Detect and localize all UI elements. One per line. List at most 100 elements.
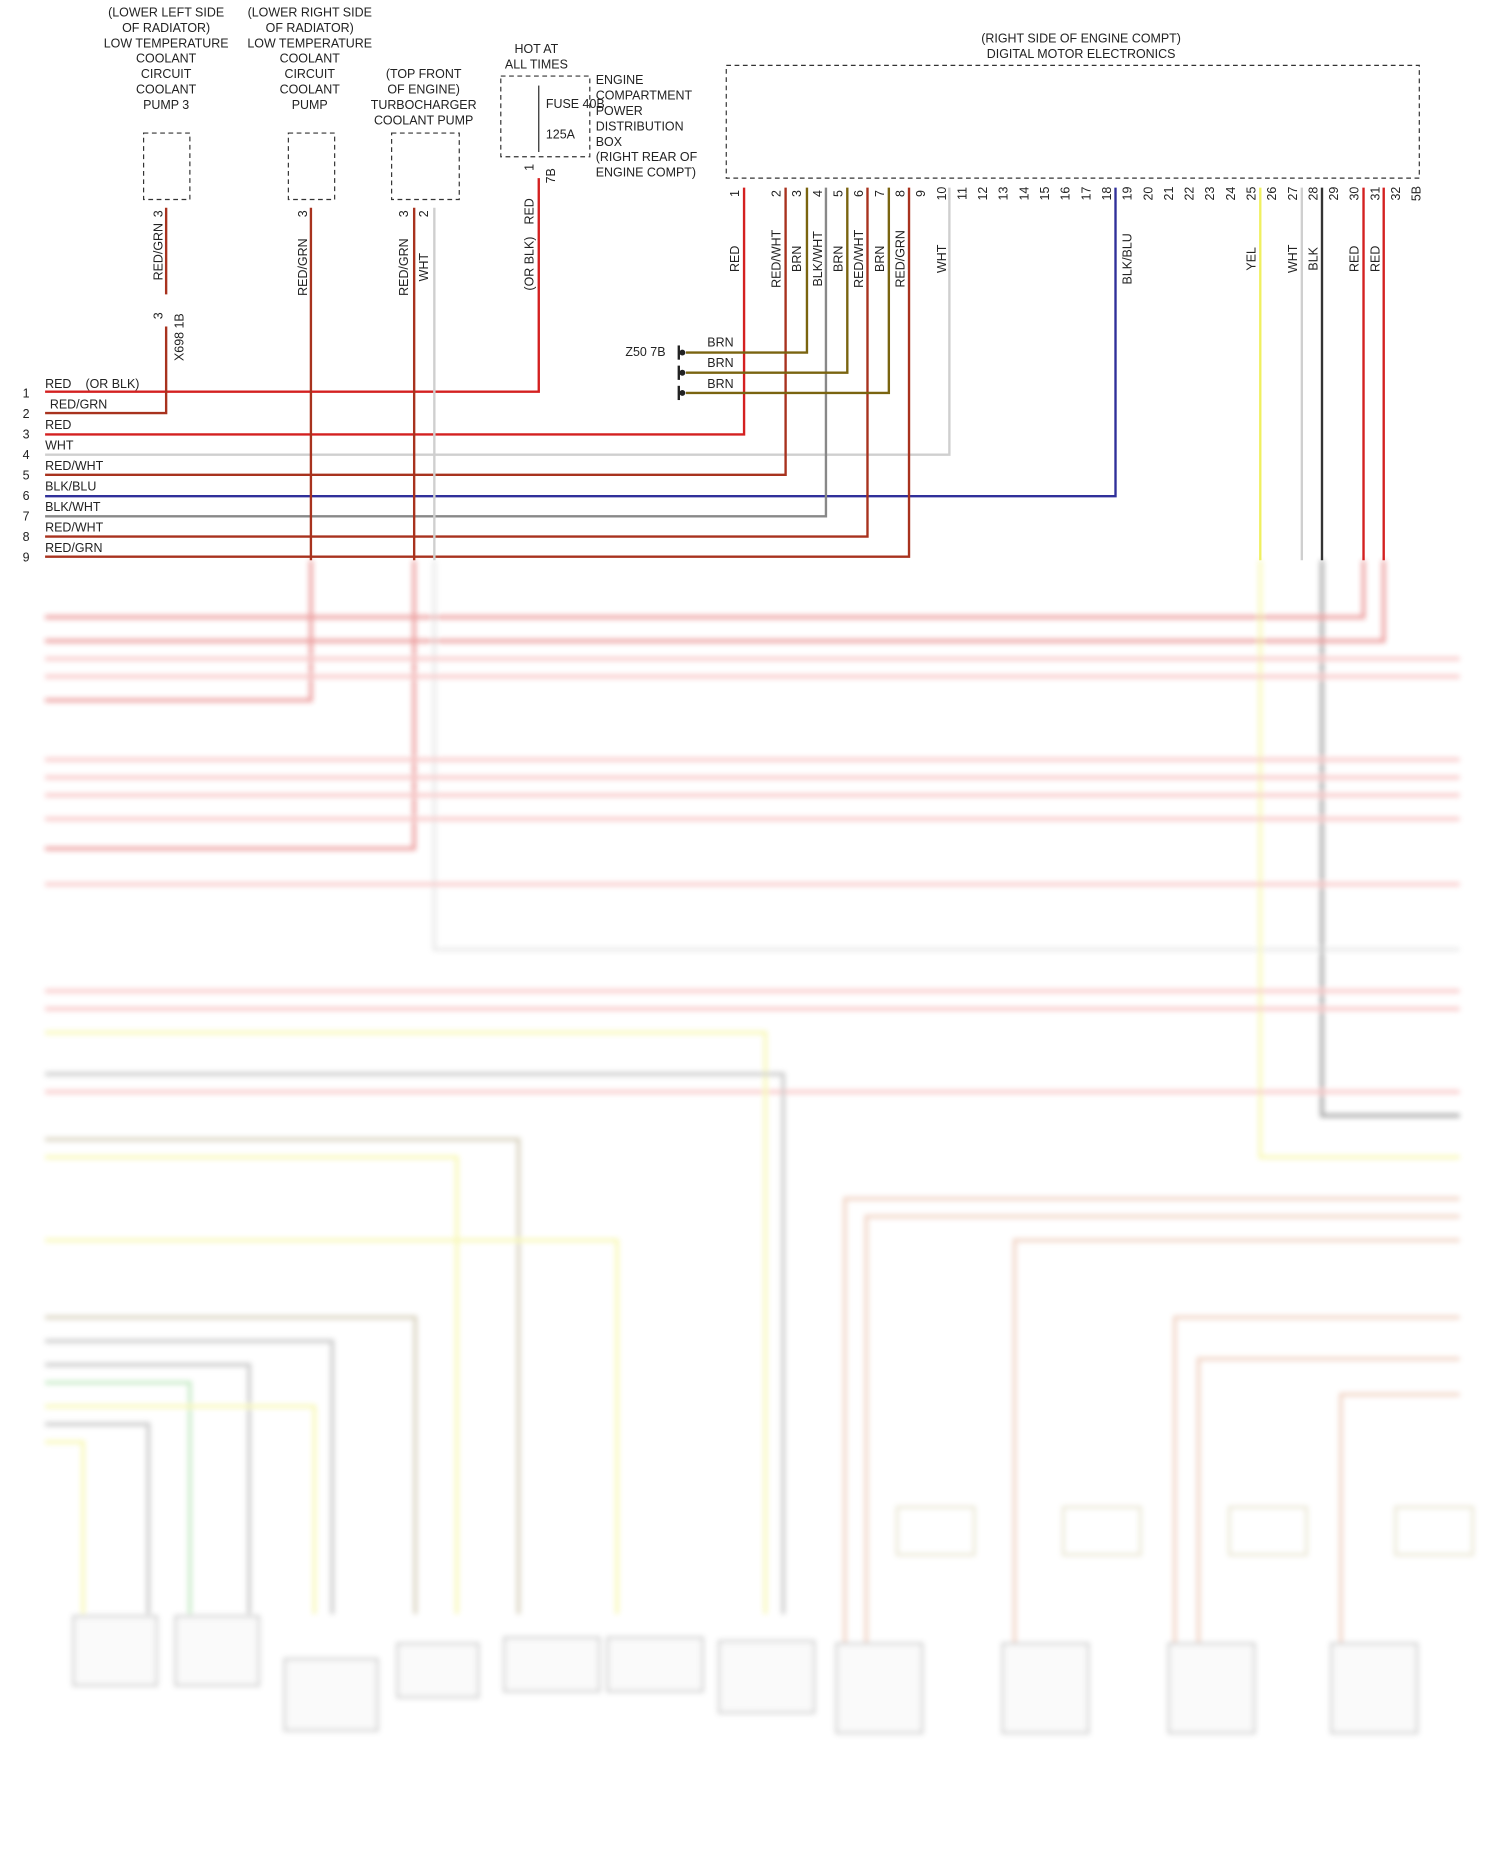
blurred-coil xyxy=(1394,1506,1474,1556)
blurred-coil xyxy=(1062,1506,1142,1556)
blurred-wire xyxy=(864,1214,1460,1650)
row-number: 7 xyxy=(23,510,30,524)
component-label: (TOP FRONT xyxy=(386,67,462,81)
blurred-wire xyxy=(1173,1315,1460,1650)
blurred-wire xyxy=(45,1440,85,1615)
component-label: POWER xyxy=(596,104,643,118)
pin-number: 18 xyxy=(1100,187,1114,201)
wire xyxy=(45,187,746,436)
pin-number: 14 xyxy=(1017,187,1031,201)
wire-label: BLK xyxy=(1306,246,1320,270)
pin-number: 24 xyxy=(1224,187,1238,201)
blurred-component xyxy=(717,1640,816,1714)
dme-box xyxy=(725,64,1420,179)
wire-label: RED xyxy=(523,198,537,224)
blurred-wire xyxy=(45,1380,192,1615)
component-label: PUMP 3 xyxy=(143,98,189,112)
pin-number: 4 xyxy=(811,190,825,197)
pin-number: 2 xyxy=(417,210,431,217)
component-label: (RIGHT REAR OF xyxy=(596,150,698,164)
row-number: 4 xyxy=(23,448,30,462)
blurred-wire xyxy=(45,1404,317,1615)
connector-label: X698 1B xyxy=(173,313,187,361)
component-label: DISTRIBUTION xyxy=(596,119,684,133)
pin-number: 7 xyxy=(873,190,887,197)
blurred-component xyxy=(835,1642,924,1734)
blurred-component xyxy=(1167,1642,1256,1734)
pin-number: 3 xyxy=(790,190,804,197)
ground-dot xyxy=(679,349,686,356)
component-label: (LOWER RIGHT SIDE xyxy=(248,5,372,19)
component-label: OF RADIATOR) xyxy=(266,21,354,35)
pin-number: 16 xyxy=(1059,187,1073,201)
pin-number: 11 xyxy=(955,187,969,200)
blurred-wire xyxy=(45,1155,459,1615)
wire xyxy=(45,187,911,558)
wire-label: RED xyxy=(1348,246,1362,272)
blurred-wire xyxy=(45,560,313,703)
component-label: COMPARTMENT xyxy=(596,89,693,103)
pin-number: 26 xyxy=(1265,187,1279,201)
blurred-wire xyxy=(45,1238,619,1615)
wire-label: WHT xyxy=(45,439,74,453)
component-label: LOW TEMPERATURE xyxy=(104,36,229,50)
blurred-component xyxy=(174,1615,260,1687)
pin-number: 3 xyxy=(397,210,411,217)
component-label: COOLANT xyxy=(280,83,341,97)
blurred-coil xyxy=(1228,1506,1308,1556)
wire xyxy=(685,187,809,354)
pin-number: 12 xyxy=(976,187,990,201)
wire-label: RED/GRN xyxy=(397,238,411,295)
wire-label: WHT xyxy=(935,244,949,273)
connector-label: 7B xyxy=(544,168,558,183)
wire-label: RED/GRN xyxy=(50,397,107,411)
pin-number: 31 xyxy=(1368,187,1382,201)
wire-label: BRN xyxy=(790,246,804,272)
wire-label: RED/GRN xyxy=(45,541,102,555)
component-label: ENGINE COMPT) xyxy=(596,166,696,180)
blurred-region xyxy=(45,560,1474,1734)
wire-label: RED/WHT xyxy=(770,229,784,287)
wire xyxy=(45,187,951,456)
pin-number: 3 xyxy=(151,312,165,319)
pin-number: 19 xyxy=(1121,187,1135,201)
blurred-wire xyxy=(45,1339,335,1615)
ground-dot xyxy=(679,369,686,376)
wire-label: RED xyxy=(1368,246,1382,272)
component-label: CIRCUIT xyxy=(141,67,192,81)
wire-label: RED/GRN xyxy=(893,230,907,287)
wire-label: BRN xyxy=(832,246,846,272)
wire xyxy=(45,187,787,476)
pin-number: 1 xyxy=(523,164,537,171)
wire-label: (OR BLK) xyxy=(85,377,139,391)
blurred-wire xyxy=(1320,560,1460,1118)
wire xyxy=(45,326,168,415)
ground-dot xyxy=(679,389,686,396)
wire-label: RED xyxy=(728,246,742,272)
row-number: 5 xyxy=(23,469,30,483)
wire-label: BLK/BLU xyxy=(45,480,96,494)
blurred-wire xyxy=(1196,1357,1460,1650)
row-number: 3 xyxy=(23,427,30,441)
component-label: OF ENGINE) xyxy=(387,83,460,97)
blurred-component xyxy=(1330,1642,1419,1734)
row-number: 8 xyxy=(23,530,30,544)
pin-number: 17 xyxy=(1079,187,1093,201)
pin-number: 13 xyxy=(997,187,1011,201)
wire-label: WHT xyxy=(417,253,431,282)
wire-label: RED/WHT xyxy=(852,229,866,287)
pin-number: 32 xyxy=(1389,187,1403,201)
wire-label: BLK/BLU xyxy=(1121,233,1135,284)
wire xyxy=(45,187,869,538)
wire xyxy=(685,187,891,395)
blurred-wire xyxy=(45,1422,151,1615)
component-label: COOLANT xyxy=(136,83,197,97)
wire xyxy=(45,187,1117,498)
component-label: DIGITAL MOTOR ELECTRONICS xyxy=(987,47,1176,61)
wire-label: RED/WHT xyxy=(45,521,103,535)
wire-label: BRN xyxy=(873,246,887,272)
row-number: 1 xyxy=(23,386,30,400)
fuse-box xyxy=(500,75,591,158)
pin-number: 20 xyxy=(1141,187,1155,201)
blurred-wire xyxy=(1012,1238,1460,1650)
